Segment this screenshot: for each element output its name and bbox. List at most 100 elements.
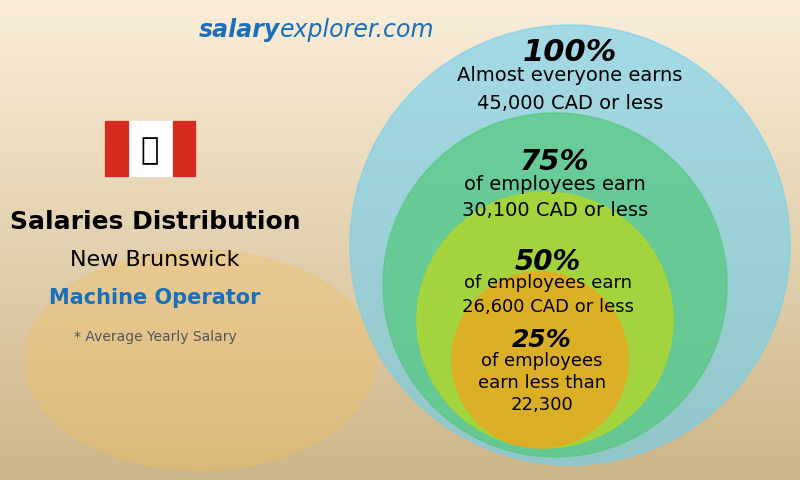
Bar — [0, 67, 800, 71]
Bar — [0, 103, 800, 107]
Bar — [0, 478, 800, 480]
Bar — [0, 194, 800, 198]
Bar — [0, 173, 800, 176]
Bar — [0, 463, 800, 467]
Bar — [0, 106, 800, 109]
Bar — [0, 72, 800, 75]
Bar — [0, 444, 800, 447]
Bar — [0, 391, 800, 395]
Text: 75%: 75% — [520, 148, 590, 176]
Bar — [0, 10, 800, 13]
Bar — [0, 17, 800, 20]
Bar — [0, 238, 800, 241]
Circle shape — [452, 272, 628, 448]
Bar — [0, 293, 800, 296]
Bar — [0, 48, 800, 51]
Bar — [0, 29, 800, 32]
Bar — [0, 31, 800, 35]
Bar — [0, 336, 800, 339]
Bar — [0, 278, 800, 282]
Bar — [0, 386, 800, 390]
Bar — [0, 254, 800, 258]
Bar — [0, 199, 800, 203]
Bar — [0, 115, 800, 119]
Bar — [0, 161, 800, 164]
Bar — [0, 55, 800, 59]
Bar — [0, 362, 800, 366]
Bar — [0, 125, 800, 128]
Bar — [0, 346, 800, 349]
Bar — [0, 209, 800, 212]
Bar — [0, 96, 800, 99]
Bar — [0, 310, 800, 313]
Bar — [0, 130, 800, 133]
Bar — [0, 475, 800, 479]
Bar — [0, 41, 800, 44]
Bar — [0, 46, 800, 49]
Bar — [0, 14, 800, 18]
Bar — [0, 259, 800, 263]
Bar — [0, 139, 800, 143]
Bar — [0, 425, 800, 428]
Bar — [0, 250, 800, 253]
Bar — [0, 202, 800, 205]
Bar — [0, 379, 800, 383]
Circle shape — [417, 192, 673, 448]
Bar — [0, 300, 800, 303]
Bar — [0, 461, 800, 464]
Bar — [0, 331, 800, 335]
Bar — [0, 163, 800, 167]
Bar — [0, 170, 800, 174]
Text: Almost everyone earns: Almost everyone earns — [458, 66, 682, 85]
Bar — [0, 12, 800, 15]
Bar — [0, 108, 800, 111]
Bar — [0, 214, 800, 217]
Bar — [0, 298, 800, 301]
Bar — [0, 334, 800, 337]
Bar — [0, 401, 800, 404]
Bar — [0, 113, 800, 116]
Bar — [0, 38, 800, 42]
Bar — [0, 410, 800, 414]
Bar — [0, 413, 800, 416]
Bar — [105, 120, 195, 176]
Text: of employees earn: of employees earn — [464, 274, 632, 292]
Bar — [0, 274, 800, 277]
Bar — [0, 204, 800, 207]
Bar — [0, 437, 800, 440]
Bar — [0, 7, 800, 11]
Bar — [0, 53, 800, 56]
Bar — [173, 120, 195, 176]
Bar — [0, 43, 800, 47]
Bar — [0, 70, 800, 73]
Bar — [0, 434, 800, 438]
Text: 25%: 25% — [512, 328, 572, 352]
Bar — [0, 430, 800, 433]
Bar — [0, 446, 800, 450]
Bar — [0, 398, 800, 402]
Bar — [0, 343, 800, 347]
Bar — [0, 458, 800, 462]
Bar — [0, 451, 800, 455]
Text: of employees earn: of employees earn — [464, 175, 646, 194]
Bar — [0, 271, 800, 275]
Bar — [0, 79, 800, 83]
Bar — [0, 82, 800, 85]
Bar — [0, 247, 800, 251]
Bar — [0, 89, 800, 92]
Bar — [0, 408, 800, 411]
Text: 30,100 CAD or less: 30,100 CAD or less — [462, 201, 648, 220]
Circle shape — [350, 25, 790, 465]
Bar — [0, 19, 800, 23]
Bar — [0, 185, 800, 188]
Bar — [0, 281, 800, 284]
Text: New Brunswick: New Brunswick — [70, 250, 240, 270]
Text: earn less than: earn less than — [478, 374, 606, 392]
Bar — [0, 422, 800, 426]
Bar — [0, 305, 800, 308]
Bar — [0, 223, 800, 227]
Bar — [0, 228, 800, 231]
Bar — [0, 348, 800, 351]
Bar — [0, 264, 800, 267]
Bar — [0, 178, 800, 181]
